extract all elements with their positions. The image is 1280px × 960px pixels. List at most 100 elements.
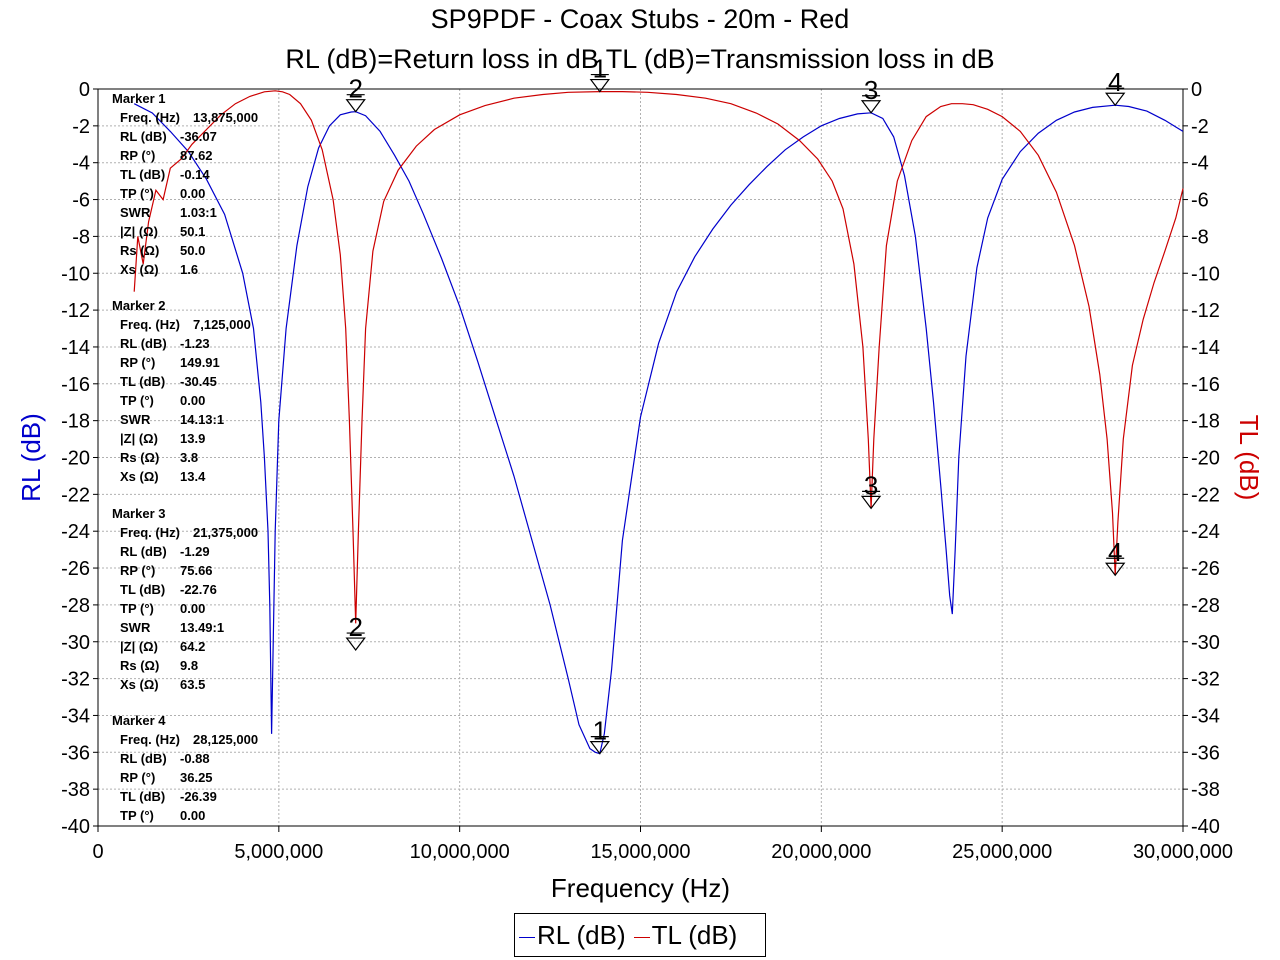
y2-tick-label-right: -12 — [1191, 300, 1220, 322]
marker-panel-value: -1.23 — [180, 336, 210, 351]
marker-panel-value: 0.00 — [180, 808, 205, 823]
y-axis-title-right: TL (dB) — [1234, 415, 1264, 501]
marker-panel-heading: Marker 4 — [112, 713, 166, 728]
marker-panel-key: SWR — [120, 620, 151, 635]
marker-panel-key: RL (dB) — [120, 336, 167, 351]
marker-panel-value: 14.13:1 — [180, 412, 224, 427]
x-axis-title: Frequency (Hz) — [551, 873, 730, 903]
marker-panel-value: 28,125,000 — [193, 732, 258, 747]
marker-panel-key: Rs (Ω) — [120, 243, 159, 258]
y-tick-label-left: -16 — [61, 374, 90, 396]
y-tick-label-left: -38 — [61, 779, 90, 801]
y2-tick-label-right: -14 — [1191, 337, 1220, 359]
marker-panel-value: 13.9 — [180, 431, 205, 446]
y2-tick-label-right: -8 — [1191, 226, 1209, 248]
marker-panel-key: TP (°) — [120, 808, 154, 823]
y2-tick-label-right: 0 — [1191, 79, 1202, 101]
marker-panel-key: RP (°) — [120, 563, 155, 578]
y-tick-label-left: -6 — [72, 190, 90, 212]
y-tick-label-left: -10 — [61, 263, 90, 285]
y2-tick-label-right: -38 — [1191, 779, 1220, 801]
series-layer — [133, 90, 1184, 755]
marker-panel-key: |Z| (Ω) — [120, 224, 158, 239]
marker-panel-key: RP (°) — [120, 148, 155, 163]
y2-tick-label-right: -2 — [1191, 116, 1209, 138]
marker-panel-heading: Marker 1 — [112, 91, 165, 106]
marker-panel-value: 13.49:1 — [180, 620, 224, 635]
marker-panel-value: -0.14 — [180, 167, 210, 182]
y-tick-label-left: -24 — [61, 521, 90, 543]
y-tick-label-left: -22 — [61, 484, 90, 506]
marker-panel-key: TP (°) — [120, 186, 154, 201]
marker-panel-value: 63.5 — [180, 677, 205, 692]
y-tick-label-left: 0 — [79, 79, 90, 101]
marker-panel-key: Xs (Ω) — [120, 469, 159, 484]
marker-panel-value: 1.6 — [180, 262, 198, 277]
marker-4-tl-label: 4 — [1108, 537, 1122, 567]
x-tick-label: 30,000,000 — [1133, 841, 1233, 863]
marker-panel-value: 50.0 — [180, 243, 205, 258]
marker-panel-heading: Marker 3 — [112, 506, 165, 521]
marker-3-rl-label: 3 — [864, 75, 878, 105]
marker-panel-value: -1.29 — [180, 544, 210, 559]
marker-panel-value: -0.88 — [180, 751, 210, 766]
y2-tick-label-right: -30 — [1191, 632, 1220, 654]
marker-2-rl-label: 2 — [348, 74, 362, 104]
marker-panel-value: 87.62 — [180, 148, 213, 163]
chart-subtitle: RL (dB)=Return loss in dB TL (dB)=Transm… — [285, 44, 995, 74]
marker-4-rl-label: 4 — [1108, 67, 1122, 97]
y-axis-title-left: RL (dB) — [16, 413, 46, 502]
y-tick-label-left: -2 — [72, 116, 90, 138]
marker-panel-value: 36.25 — [180, 770, 213, 785]
marker-panel-value: -30.45 — [180, 374, 217, 389]
y-tick-label-left: -36 — [61, 742, 90, 764]
legend-swatch-tl — [633, 936, 650, 938]
x-tick-label: 20,000,000 — [771, 841, 871, 863]
marker-panel-value: 50.1 — [180, 224, 205, 239]
marker-3-tl-triangle — [860, 495, 882, 510]
y-tick-label-left: -4 — [72, 153, 90, 175]
marker-1-rl-triangle — [589, 740, 611, 755]
y-tick-label-left: -28 — [61, 595, 90, 617]
marker-panel: Marker 1 Freq. (Hz) 13,875,000 RL (dB) -36.0… — [112, 91, 258, 823]
y-tick-label-left: -12 — [61, 300, 90, 322]
marker-panel-key: Xs (Ω) — [120, 262, 159, 277]
y2-tick-label-right: -10 — [1191, 263, 1220, 285]
y2-tick-label-right: -4 — [1191, 153, 1209, 175]
legend-item-tl: TL (dB) — [633, 920, 737, 951]
marker-panel-heading: Marker 2 — [112, 298, 165, 313]
series-tl-line — [133, 90, 1184, 624]
marker-panel-value: 13.4 — [180, 469, 206, 484]
x-tick-label: 25,000,000 — [952, 841, 1052, 863]
marker-panel-value: -26.39 — [180, 789, 217, 804]
marker-panel-value: -22.76 — [180, 582, 217, 597]
marker-panel-value: 75.66 — [180, 563, 213, 578]
marker-panel-key: SWR — [120, 205, 151, 220]
marker-panel-value: 7,125,000 — [193, 317, 251, 332]
marker-3-tl-label: 3 — [864, 470, 878, 500]
marker-panel-value: 149.91 — [180, 355, 220, 370]
marker-panel-key: TP (°) — [120, 393, 154, 408]
legend: RL (dB) TL (dB) — [514, 913, 766, 957]
y2-tick-label-right: -6 — [1191, 190, 1209, 212]
marker-panel-key: Xs (Ω) — [120, 677, 159, 692]
marker-panel-value: 9.8 — [180, 658, 198, 673]
y2-tick-label-right: -18 — [1191, 411, 1220, 433]
marker-panel-key: TL (dB) — [120, 374, 165, 389]
marker-4-rl-triangle — [1104, 92, 1126, 107]
marker-panel-value: 1.03:1 — [180, 205, 217, 220]
y-tick-label-left: -8 — [72, 226, 90, 248]
series-rl-line — [133, 103, 1184, 755]
x-tick-label: 10,000,000 — [410, 841, 510, 863]
marker-panel-key: |Z| (Ω) — [120, 431, 158, 446]
marker-4-tl-triangle — [1104, 562, 1126, 577]
marker-panel-key: Rs (Ω) — [120, 450, 159, 465]
marker-panel-key: RL (dB) — [120, 751, 167, 766]
y-tick-label-left: -30 — [61, 632, 90, 654]
grid — [98, 89, 1183, 826]
y2-tick-label-right: -34 — [1191, 705, 1220, 727]
marker-panel-value: 0.00 — [180, 186, 205, 201]
marker-panel-value: 0.00 — [180, 601, 205, 616]
y2-tick-label-right: -16 — [1191, 374, 1220, 396]
y2-tick-label-right: -24 — [1191, 521, 1220, 543]
